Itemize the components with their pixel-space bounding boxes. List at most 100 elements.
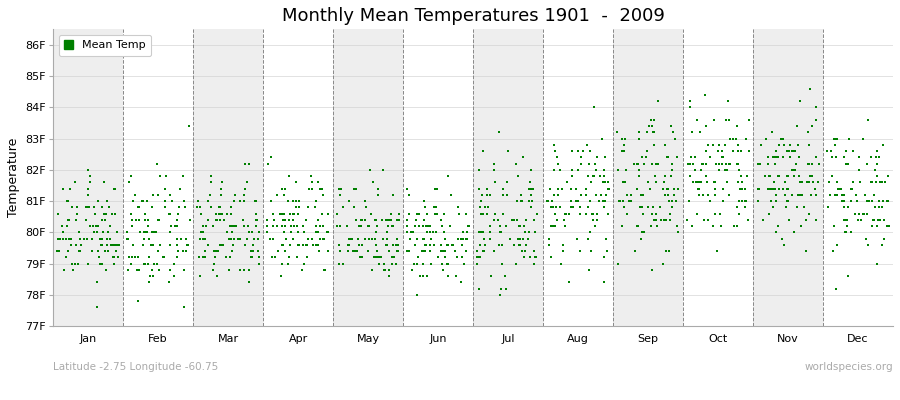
Point bbox=[869, 160, 884, 167]
Point bbox=[810, 179, 824, 186]
Point bbox=[778, 242, 792, 248]
Point bbox=[809, 192, 824, 198]
Point bbox=[726, 223, 741, 229]
Point bbox=[518, 242, 533, 248]
Point bbox=[809, 117, 824, 123]
Point bbox=[822, 179, 836, 186]
Point bbox=[370, 254, 384, 260]
Point bbox=[52, 248, 67, 254]
Point bbox=[431, 254, 446, 260]
Point bbox=[282, 254, 296, 260]
Point bbox=[820, 148, 834, 154]
Point bbox=[477, 236, 491, 242]
Point bbox=[423, 242, 437, 248]
Point bbox=[454, 236, 469, 242]
Point bbox=[850, 217, 865, 223]
Point bbox=[358, 236, 373, 242]
Point bbox=[742, 148, 757, 154]
Point bbox=[763, 173, 778, 179]
Point bbox=[559, 210, 573, 217]
Point bbox=[91, 223, 105, 229]
Point bbox=[549, 204, 563, 210]
Point bbox=[493, 223, 508, 229]
Point bbox=[852, 179, 867, 186]
Point bbox=[692, 129, 706, 136]
Point bbox=[494, 242, 508, 248]
Point bbox=[684, 223, 698, 229]
Point bbox=[522, 186, 536, 192]
Point bbox=[599, 236, 614, 242]
Point bbox=[507, 242, 521, 248]
Point bbox=[869, 179, 884, 186]
Point bbox=[873, 179, 887, 186]
Point bbox=[808, 104, 823, 110]
Point bbox=[879, 198, 894, 204]
Point bbox=[595, 136, 609, 142]
Point bbox=[446, 242, 460, 248]
Point bbox=[716, 148, 730, 154]
Point bbox=[68, 260, 82, 267]
Point bbox=[82, 204, 96, 210]
Point bbox=[170, 217, 184, 223]
Point bbox=[201, 198, 215, 204]
Point bbox=[241, 279, 256, 286]
Point bbox=[852, 179, 867, 186]
Point bbox=[427, 242, 441, 248]
Point bbox=[754, 142, 769, 148]
Point bbox=[142, 273, 157, 279]
Point bbox=[495, 242, 509, 248]
Point bbox=[500, 192, 514, 198]
Point bbox=[650, 223, 664, 229]
Point bbox=[738, 204, 752, 210]
Point bbox=[616, 179, 630, 186]
Point bbox=[600, 179, 615, 186]
Point bbox=[206, 267, 220, 273]
Point bbox=[700, 142, 715, 148]
Point bbox=[658, 173, 672, 179]
Point bbox=[680, 217, 695, 223]
Point bbox=[244, 248, 258, 254]
Point bbox=[522, 229, 536, 236]
Point bbox=[288, 204, 302, 210]
Point bbox=[96, 210, 111, 217]
Point bbox=[850, 198, 864, 204]
Point bbox=[151, 248, 166, 254]
Point bbox=[631, 223, 645, 229]
Point bbox=[436, 210, 451, 217]
Point bbox=[440, 242, 454, 248]
Point bbox=[462, 223, 476, 229]
Point bbox=[266, 236, 281, 242]
Point bbox=[391, 217, 405, 223]
Point bbox=[640, 148, 654, 154]
Point bbox=[598, 154, 612, 160]
Point bbox=[626, 160, 641, 167]
Point bbox=[60, 198, 75, 204]
Point bbox=[166, 260, 181, 267]
Point bbox=[563, 198, 578, 204]
Point bbox=[470, 248, 484, 254]
Point bbox=[698, 92, 713, 98]
Point bbox=[332, 260, 347, 267]
Point bbox=[683, 160, 698, 167]
Point bbox=[564, 186, 579, 192]
Point bbox=[793, 98, 807, 104]
Point bbox=[518, 217, 533, 223]
Point bbox=[652, 204, 667, 210]
Point bbox=[304, 179, 319, 186]
Point bbox=[644, 123, 659, 129]
Point bbox=[450, 254, 464, 260]
Point bbox=[502, 236, 517, 242]
Point bbox=[312, 248, 327, 254]
Point bbox=[411, 210, 426, 217]
Point bbox=[434, 217, 448, 223]
Point bbox=[593, 192, 608, 198]
Point bbox=[582, 148, 597, 154]
Point bbox=[158, 186, 172, 192]
Point bbox=[180, 242, 194, 248]
Point bbox=[296, 242, 310, 248]
Point bbox=[308, 204, 322, 210]
Point bbox=[756, 217, 770, 223]
Point bbox=[266, 210, 280, 217]
Point bbox=[109, 248, 123, 254]
Point bbox=[455, 242, 470, 248]
